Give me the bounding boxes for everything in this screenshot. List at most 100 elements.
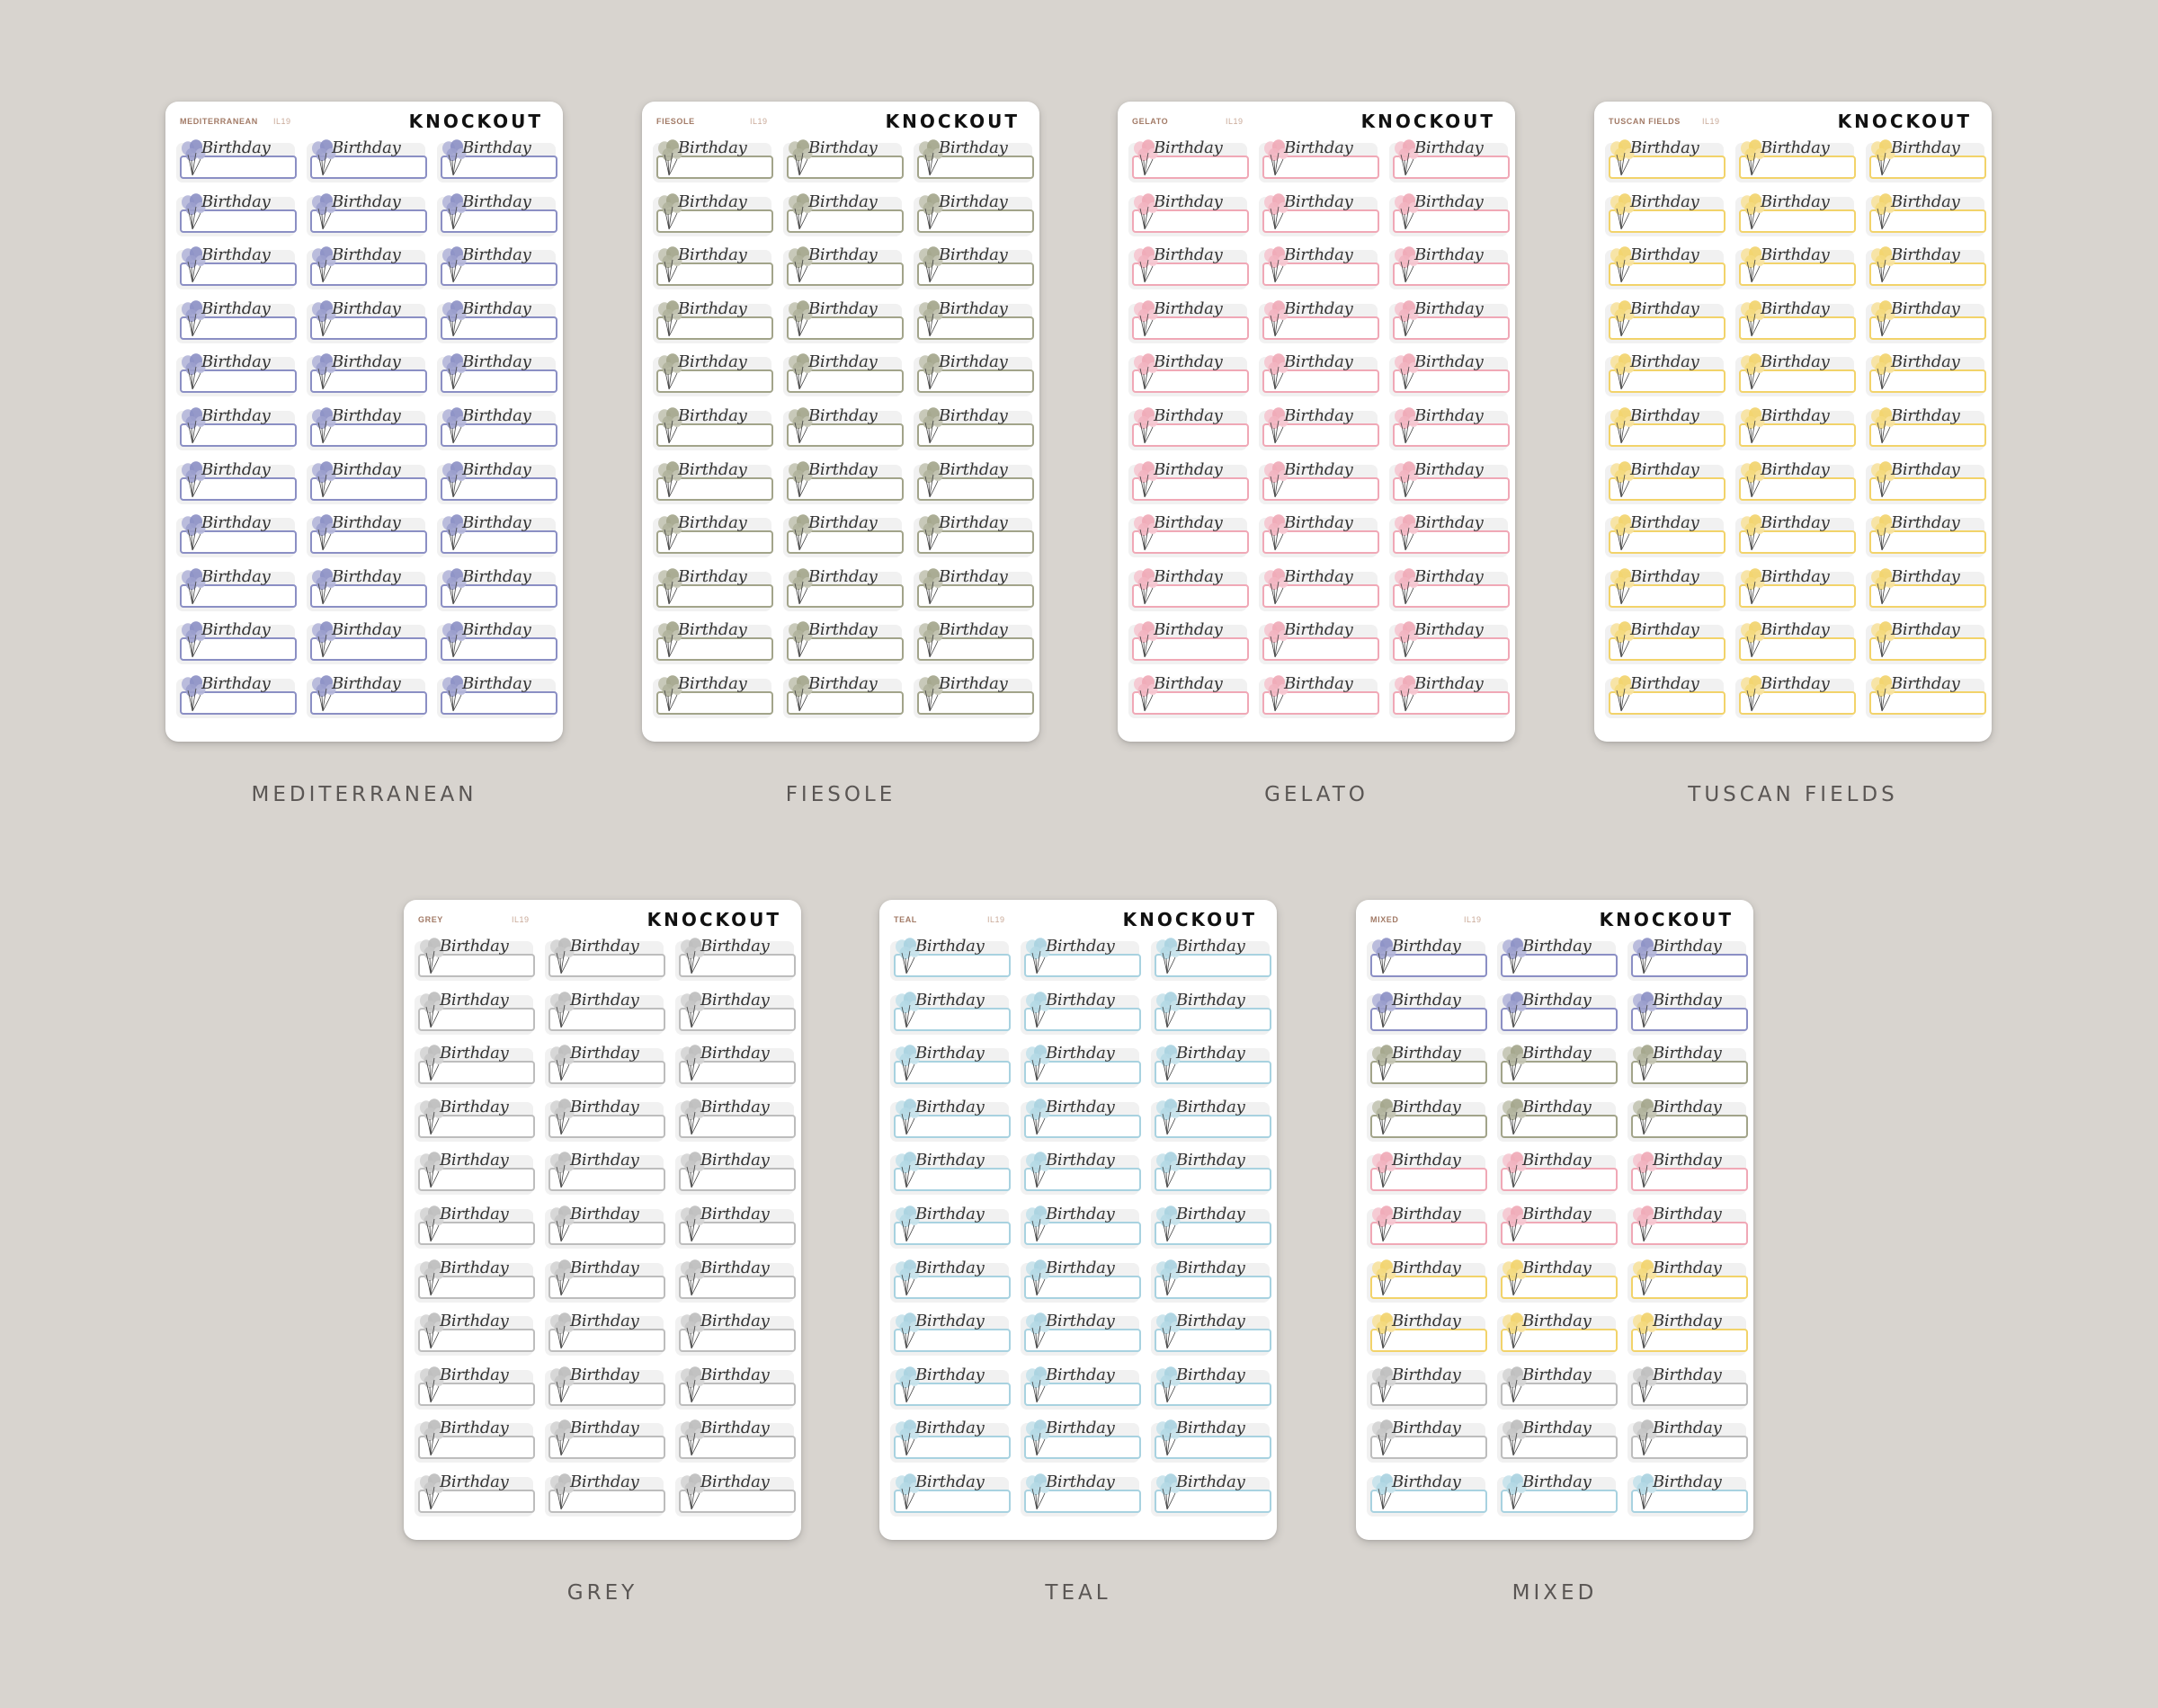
sticker-label: Birthday [700, 1151, 770, 1170]
sticker-label: Birthday [1392, 990, 1461, 1010]
birthday-sticker: Birthday [1017, 1256, 1143, 1310]
sticker-box [418, 1275, 535, 1299]
sticker-box [1155, 1114, 1271, 1138]
birthday-sticker: Birthday [910, 404, 1036, 458]
sticker-box [1869, 316, 1986, 340]
balloons-icon [1026, 1473, 1050, 1510]
sticker-label: Birthday [332, 459, 401, 479]
balloons-icon [1610, 568, 1635, 604]
balloons-icon [896, 991, 920, 1027]
sticker-label: Birthday [201, 245, 271, 265]
balloons-icon [1610, 407, 1635, 444]
birthday-sticker: Birthday [1017, 1041, 1143, 1095]
sheet-name: MEDITERRANEAN [180, 117, 258, 126]
sticker-label: Birthday [1522, 1151, 1592, 1170]
balloons-icon [789, 300, 813, 336]
balloons-icon [789, 407, 813, 444]
balloons-icon [1264, 353, 1289, 390]
sticker-box [418, 1436, 535, 1460]
birthday-sticker: Birthday [1624, 1148, 1750, 1202]
balloons-icon [442, 353, 467, 390]
balloons-icon [658, 246, 682, 283]
sticker-box [894, 1168, 1011, 1192]
balloons-icon [1503, 1473, 1527, 1510]
sticker-label: Birthday [570, 1419, 639, 1438]
sticker-label: Birthday [1392, 937, 1461, 956]
sticker-label: Birthday [1761, 138, 1830, 157]
birthday-sticker: Birthday [1601, 190, 1727, 244]
sticker-box [441, 530, 557, 555]
balloons-icon [550, 938, 575, 974]
birthday-sticker: Birthday [887, 1095, 1012, 1149]
sticker-label: Birthday [570, 1044, 639, 1063]
sticker-box [441, 423, 557, 447]
sticker-box [1024, 1221, 1141, 1245]
birthday-sticker: Birthday [433, 190, 559, 244]
balloons-icon [896, 938, 920, 974]
sticker-box [656, 583, 773, 608]
sticker-label: Birthday [939, 245, 1008, 265]
sticker-label: Birthday [1522, 1419, 1592, 1438]
sticker-box [656, 369, 773, 394]
sticker-box [1393, 209, 1510, 233]
birthday-sticker: Birthday [1147, 1470, 1273, 1524]
sticker-label: Birthday [201, 298, 271, 318]
sticker-label: Birthday [570, 937, 639, 956]
sticker-label: Birthday [462, 405, 531, 425]
sticker-label: Birthday [1630, 298, 1699, 318]
sticker-box [787, 637, 904, 662]
balloons-icon [1503, 938, 1527, 974]
birthday-sticker: Birthday [541, 1470, 667, 1524]
sticker-label: Birthday [939, 298, 1008, 318]
sticker-label: Birthday [1284, 191, 1353, 211]
caption-teal: TEAL [1045, 1581, 1111, 1605]
sticker-box [894, 954, 1011, 977]
sticker-label: Birthday [1891, 138, 1960, 157]
birthday-sticker: Birthday [433, 350, 559, 404]
sticker-box [1501, 1436, 1618, 1460]
birthday-sticker: Birthday [433, 672, 559, 725]
birthday-sticker: Birthday [649, 136, 775, 190]
balloons-icon [658, 300, 682, 336]
sticker-box [1501, 954, 1618, 977]
sticker-box [656, 530, 773, 555]
sticker-label: Birthday [1176, 1204, 1245, 1223]
balloons-icon [1503, 1099, 1527, 1134]
sticker-box [1262, 209, 1379, 233]
sticker-label: Birthday [1176, 1097, 1245, 1116]
sticker-box [679, 1007, 796, 1031]
birthday-sticker: Birthday [1147, 1095, 1273, 1149]
sticker-label: Birthday [1392, 1151, 1461, 1170]
balloons-icon [420, 1419, 444, 1456]
sticker-label: Birthday [808, 405, 878, 425]
sheet-code: IL19 [273, 117, 291, 126]
sticker-label: Birthday [808, 620, 878, 640]
birthday-sticker: Birthday [649, 511, 775, 565]
sticker-label: Birthday [1414, 673, 1484, 693]
birthday-sticker: Birthday [303, 404, 429, 458]
birthday-sticker: Birthday [780, 243, 905, 297]
balloons-icon [1156, 1259, 1181, 1295]
balloons-icon [1134, 353, 1158, 390]
sticker-label: Birthday [1630, 191, 1699, 211]
balloons-icon [182, 353, 206, 390]
birthday-sticker: Birthday [1862, 190, 1988, 244]
sticker-box [917, 156, 1034, 179]
sticker-label: Birthday [1653, 1097, 1722, 1116]
sticker-box [1609, 423, 1726, 447]
balloons-icon [1503, 1366, 1527, 1402]
sticker-label: Birthday [1630, 459, 1699, 479]
sticker-label: Birthday [1046, 1151, 1115, 1170]
balloons-icon [420, 1099, 444, 1134]
sticker-label: Birthday [1176, 1151, 1245, 1170]
sticker-box [1609, 637, 1726, 662]
birthday-sticker: Birthday [433, 565, 559, 618]
balloons-icon [312, 407, 336, 444]
balloons-icon [1264, 192, 1289, 229]
balloons-icon [789, 568, 813, 604]
balloons-icon [789, 192, 813, 229]
sticker-box [1024, 1329, 1141, 1353]
sticker-box [1609, 209, 1726, 233]
balloons-icon [1633, 1259, 1657, 1295]
sticker-grid: Birthday Birthday Birthday Birthday Birthday… [1125, 136, 1510, 725]
